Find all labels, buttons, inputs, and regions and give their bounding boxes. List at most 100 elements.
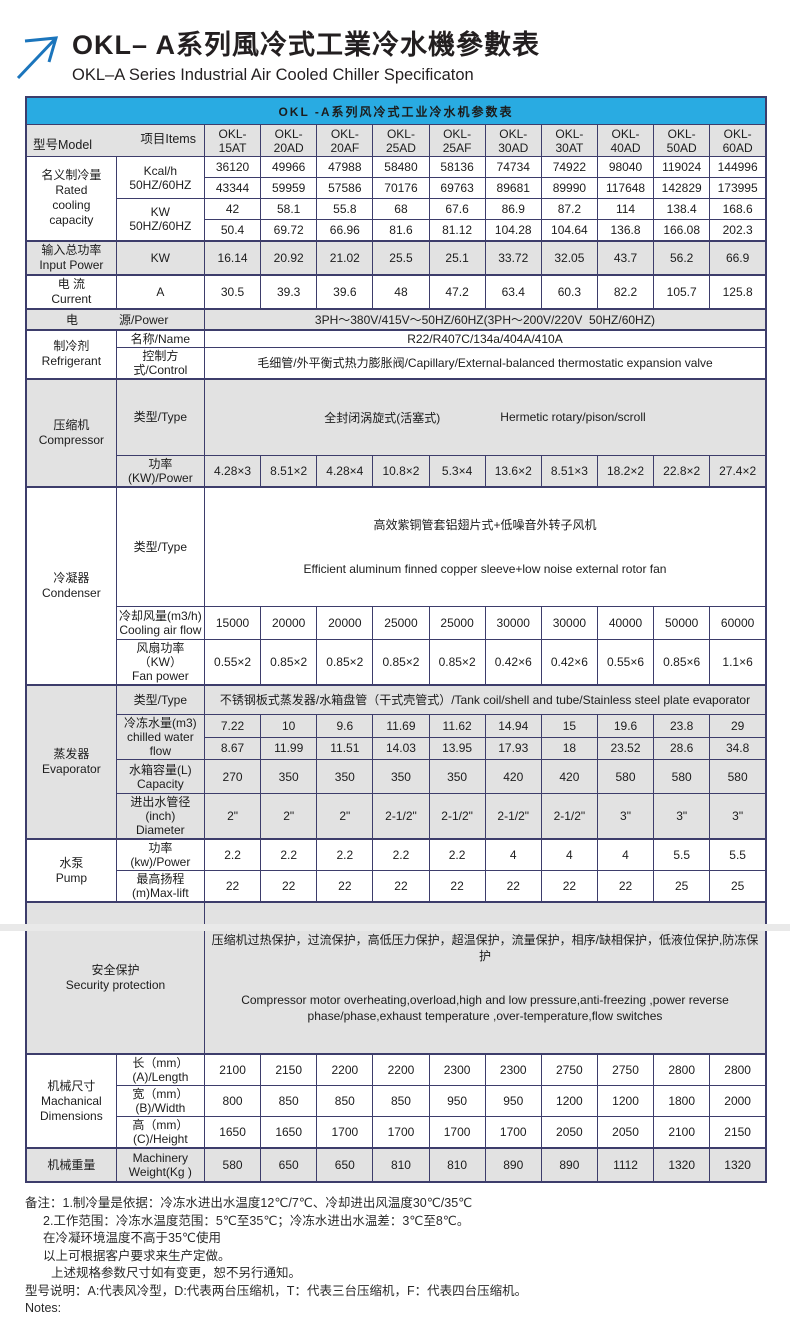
value-cell: 66.96 bbox=[316, 219, 374, 241]
value-cell: 57586 bbox=[316, 177, 374, 199]
value-cell: 63.4 bbox=[484, 273, 542, 309]
item-kw: KW 50HZ/60HZ bbox=[115, 198, 205, 241]
model-header-cell: OKL- 30AT bbox=[540, 124, 598, 157]
value-cell: 43.7 bbox=[596, 239, 655, 275]
value-cell: 22 bbox=[596, 870, 655, 903]
value-cell: 22 bbox=[372, 870, 430, 903]
value-cell: 69.72 bbox=[260, 219, 318, 241]
value-cell: 43344 bbox=[203, 177, 262, 199]
value-cell: 70176 bbox=[372, 177, 430, 199]
value-cell: 1112 bbox=[596, 1147, 655, 1183]
value-cell: 168.6 bbox=[709, 198, 767, 220]
value-cell: 125.8 bbox=[709, 273, 767, 309]
current-row: 电 流 Current A 30.5 39.3 39.6 48 47.2 63.4 60.3… bbox=[25, 273, 767, 309]
document-header: OKL– A系列風冷式工業冷水機參數表 OKL–A Series Industr… bbox=[0, 0, 790, 86]
refrigerant-name-row: 制冷剂 Refrigerant 名称/Name R22/R407C/134a/4… bbox=[25, 328, 767, 379]
condenser-type-value: 高效紫铜管套铝翅片式+低噪音外转子风机 Efficient aluminum f… bbox=[203, 485, 767, 607]
value-cell: 138.4 bbox=[653, 198, 711, 220]
group-weight: 机械重量 bbox=[25, 1147, 117, 1183]
value-cell: 1200 bbox=[540, 1085, 598, 1117]
value-cell: 270 bbox=[203, 759, 262, 794]
value-cell: 2800 bbox=[709, 1053, 767, 1086]
value-cell: 950 bbox=[428, 1085, 486, 1117]
value-cell: 142829 bbox=[653, 177, 711, 199]
value-cell: 68 bbox=[372, 198, 430, 220]
pipe-diameter-row: 进出水管径(inch) Diameter 2" 2" 2" 2-1/2" 2-1/2" 2… bbox=[26, 793, 767, 840]
value-cell: 2" bbox=[203, 793, 262, 840]
item-refrigerant-control: 控制方式/Control bbox=[115, 346, 205, 379]
note-line-2: 2.工作范围：冷冻水温度范围：5℃至35℃；冷冻水进出水温差：3℃至8℃。 bbox=[43, 1213, 470, 1228]
value-cell: 350 bbox=[260, 759, 318, 794]
value-cell: 2750 bbox=[540, 1053, 598, 1086]
condenser-type-zh: 高效紫铜管套铝翅片式+低噪音外转子风机 bbox=[373, 517, 597, 532]
value-cell: 49966 bbox=[260, 156, 318, 178]
model-header-cell: OKL- 40AD bbox=[596, 124, 655, 157]
width-row: 宽（mm）(B)/Width 800 850 850 850 950 950 1200 120… bbox=[26, 1085, 767, 1117]
value-cell: 2" bbox=[316, 793, 374, 840]
group-evaporator: 蒸发器 Evaporator bbox=[25, 683, 117, 840]
value-cell: 105.7 bbox=[653, 273, 711, 309]
group-compressor: 压缩机 Compressor bbox=[25, 377, 117, 487]
value-cell: 0.85×2 bbox=[428, 638, 486, 685]
item-cooling-airflow: 冷却风量(m3/h) Cooling air flow bbox=[115, 605, 205, 640]
value-cell: 2200 bbox=[372, 1053, 430, 1086]
value-cell: 19.6 bbox=[596, 714, 655, 738]
group-refrigerant: 制冷剂 Refrigerant bbox=[25, 328, 117, 379]
value-cell: 2100 bbox=[203, 1053, 262, 1086]
value-cell: 0.55×6 bbox=[596, 638, 655, 685]
value-cell: 4.28×4 bbox=[316, 454, 374, 487]
compressor-type-zh: 全封闭涡旋式(活塞式) bbox=[324, 410, 441, 425]
value-cell: 2.2 bbox=[260, 838, 318, 871]
model-header-cell: OKL- 25AD bbox=[372, 124, 430, 157]
value-cell: 890 bbox=[540, 1147, 598, 1183]
value-cell: 82.2 bbox=[596, 273, 655, 309]
value-cell: 50.4 bbox=[203, 219, 262, 241]
value-cell: 2300 bbox=[428, 1053, 486, 1086]
value-cell: 89990 bbox=[540, 177, 598, 199]
value-cell: 30.5 bbox=[203, 273, 262, 309]
value-cell: 67.6 bbox=[428, 198, 486, 220]
model-header-cell: OKL- 15AT bbox=[203, 124, 262, 157]
value-cell: 30000 bbox=[484, 605, 542, 640]
item-condenser-type: 类型/Type bbox=[115, 485, 205, 607]
value-cell: 15 bbox=[540, 714, 598, 738]
value-cell: 10 bbox=[260, 714, 318, 738]
compressor-type-en: Hermetic rotary/pison/scroll bbox=[500, 410, 646, 424]
value-cell: 27.4×2 bbox=[709, 454, 767, 487]
group-input-power: 输入总功率 Input Power bbox=[25, 239, 117, 275]
value-cell: 10.8×2 bbox=[372, 454, 430, 487]
value-cell: 28.6 bbox=[653, 736, 711, 760]
pump-power-row: 水泵 Pump 功率(kw)/Power 2.2 2.2 2.2 2.2 2.2 4 4 4 5… bbox=[25, 838, 767, 903]
value-cell: 29 bbox=[709, 714, 767, 738]
value-cell: 144996 bbox=[709, 156, 767, 178]
value-cell: 850 bbox=[372, 1085, 430, 1117]
value-cell: 87.2 bbox=[540, 198, 598, 220]
value-cell: 15000 bbox=[203, 605, 262, 640]
value-cell: 0.42×6 bbox=[484, 638, 542, 685]
value-cell: 117648 bbox=[596, 177, 655, 199]
value-cell: 40000 bbox=[596, 605, 655, 640]
value-cell: 81.6 bbox=[372, 219, 430, 241]
corner-model-label: 型号Model bbox=[33, 138, 93, 152]
value-cell: 2800 bbox=[653, 1053, 711, 1086]
value-cell: 14.03 bbox=[372, 736, 430, 760]
value-cell: 0.85×2 bbox=[260, 638, 318, 685]
item-current-unit: A bbox=[115, 273, 205, 309]
value-cell: 2" bbox=[260, 793, 318, 840]
value-cell: 58480 bbox=[372, 156, 430, 178]
value-cell: 2.2 bbox=[372, 838, 430, 871]
value-cell: 25000 bbox=[372, 605, 430, 640]
value-cell: 81.12 bbox=[428, 219, 486, 241]
value-cell: 74922 bbox=[540, 156, 598, 178]
value-cell: 7.22 bbox=[203, 714, 262, 738]
corner-cell: 型号Model 项目Items bbox=[25, 124, 205, 157]
refrigerant-name-value: R22/R407C/134a/404A/410A bbox=[203, 328, 767, 348]
value-cell: 850 bbox=[260, 1085, 318, 1117]
value-cell: 1.1×6 bbox=[709, 638, 767, 685]
value-cell: 0.42×6 bbox=[540, 638, 598, 685]
value-cell: 1650 bbox=[203, 1116, 262, 1149]
value-cell: 1200 bbox=[596, 1085, 655, 1117]
value-cell: 8.67 bbox=[203, 736, 262, 760]
value-cell: 166.08 bbox=[653, 219, 711, 241]
value-cell: 60.3 bbox=[540, 273, 598, 309]
